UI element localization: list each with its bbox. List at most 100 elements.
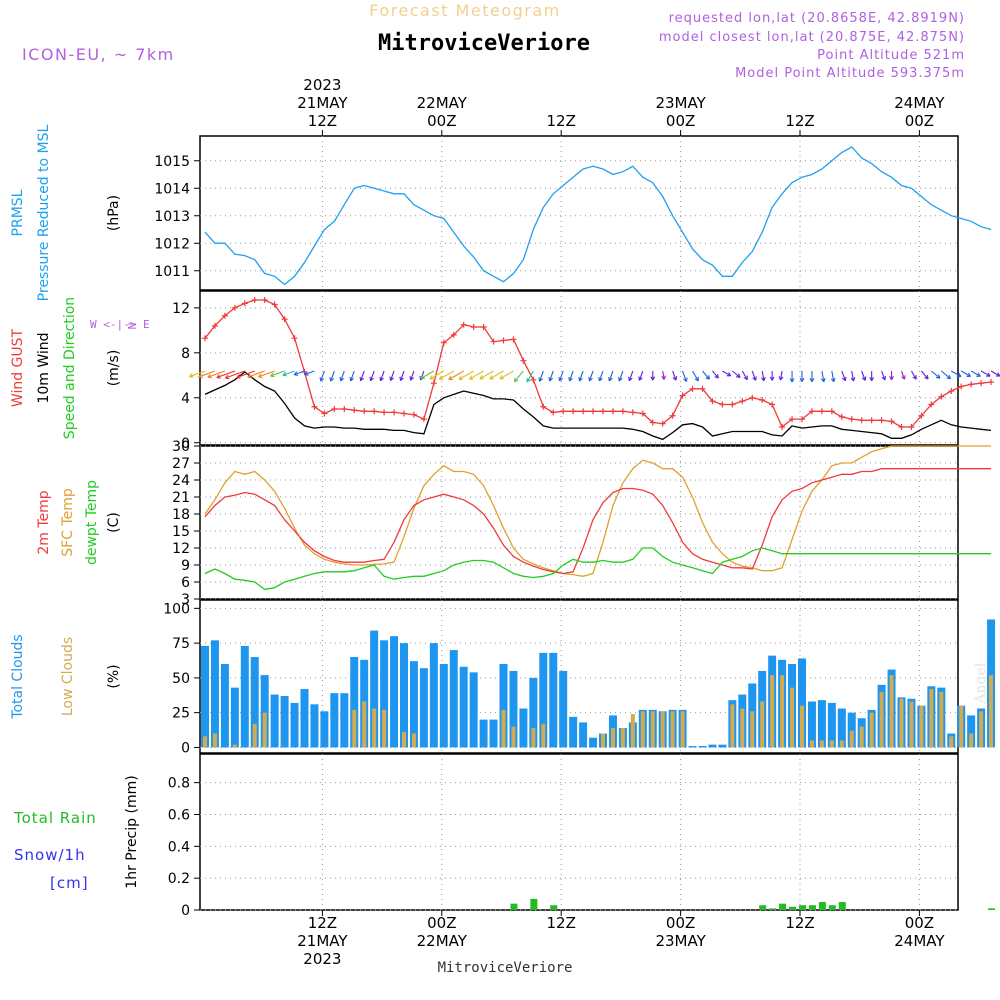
- y-tick-label: 9: [181, 558, 190, 574]
- wind-arrow-head: [207, 373, 212, 379]
- wind-arrow-head: [247, 373, 252, 379]
- wind-arrow-head: [608, 376, 613, 382]
- gust-marker: [351, 407, 358, 414]
- wind-arrow-head: [499, 375, 504, 380]
- rain-bar: [779, 903, 787, 910]
- y-unit-label: (C): [106, 512, 122, 533]
- wind-arrow-head: [479, 375, 484, 380]
- top-time-label: 24MAY: [894, 94, 945, 112]
- rain-bar: [799, 905, 806, 910]
- y-unit-label: (%): [106, 664, 122, 688]
- total-clouds-bar: [250, 657, 259, 748]
- gust-marker: [838, 413, 845, 420]
- gust-marker: [520, 357, 527, 364]
- wind-arrow-head: [850, 377, 856, 382]
- y-variable-label: dewpt Temp: [84, 480, 100, 565]
- rain-bar: [550, 905, 558, 910]
- low-clouds-bar: [959, 705, 964, 748]
- wind-arrow-head: [761, 376, 766, 382]
- bottom-location: MitroviceVeriore: [438, 960, 573, 976]
- wind-arrow-head: [558, 376, 563, 382]
- wind-arrow-head: [661, 375, 666, 380]
- wind-arrow: [662, 370, 665, 380]
- bottom-time-label: 12Z: [308, 914, 337, 932]
- y-variable-label: 2m Temp: [36, 490, 52, 554]
- y-tick-label: 100: [163, 601, 190, 617]
- gust-marker: [848, 416, 855, 423]
- low-clouds-bar: [969, 733, 974, 748]
- wind-arrow: [881, 370, 886, 381]
- wind-arrow: [578, 370, 584, 382]
- wind-arrow-head: [841, 376, 847, 382]
- low-clouds-bar: [680, 711, 685, 748]
- wind-arrow: [216, 370, 236, 379]
- y-variable-label: Low Clouds: [60, 637, 76, 716]
- panels: 1011 1012 1013 1014 1015 (hPa) PRMSL Pressure R…: [10, 124, 1000, 919]
- y-tick-label: 50: [172, 671, 190, 687]
- total-clouds-bar: [847, 712, 856, 748]
- y-tick-label: 30: [172, 439, 190, 455]
- wind-arrow: [831, 370, 835, 382]
- wind-arrow-head: [976, 372, 981, 377]
- temp-line: [204, 468, 991, 575]
- gust-marker: [401, 410, 407, 417]
- gust-marker: [908, 424, 915, 431]
- model-altitude: Model Point Altitude 593.375m: [735, 66, 965, 81]
- gust-marker: [450, 331, 457, 338]
- low-clouds-bar: [640, 711, 645, 748]
- gust-marker: [759, 397, 766, 404]
- wind-arrow-head: [799, 377, 805, 382]
- total-clouds-bar: [300, 689, 309, 748]
- rain-bar: [510, 903, 518, 910]
- low-clouds-bar: [670, 711, 675, 748]
- wind-arrow-head: [429, 375, 434, 380]
- wind-arrow: [458, 370, 474, 380]
- total-clouds-bar: [330, 693, 339, 748]
- gust-marker: [928, 401, 935, 408]
- wind-arrow: [539, 370, 544, 382]
- wind-arrow-head: [359, 376, 365, 382]
- wind-arrow: [293, 370, 305, 376]
- gust-marker: [808, 408, 815, 415]
- total-clouds-bar: [817, 700, 826, 748]
- gust-marker: [480, 323, 487, 330]
- y-tick-label: 27: [172, 456, 190, 472]
- wind-arrow: [304, 370, 315, 376]
- y-tick-label: 15: [172, 524, 190, 540]
- gust-marker: [440, 339, 447, 346]
- wind-arrow-head: [726, 372, 732, 377]
- wind-arrow-head: [236, 374, 241, 379]
- gust-marker: [968, 381, 975, 388]
- gust-marker: [261, 296, 268, 303]
- location-title: MitroviceVeriore: [378, 31, 590, 56]
- gust-line: [204, 299, 992, 429]
- total-clouds-bar: [837, 708, 846, 748]
- total-clouds-bar: [529, 677, 538, 748]
- wind-arrow-head: [769, 376, 775, 381]
- wind-arrow-head: [778, 376, 784, 381]
- gust-marker: [709, 398, 716, 405]
- total-clouds-bar: [569, 716, 578, 748]
- wind-arrow-head: [861, 376, 867, 381]
- low-clouds-bar: [411, 733, 416, 748]
- gust-marker: [649, 419, 656, 426]
- gust-marker: [689, 385, 696, 392]
- wind-arrow-head: [912, 375, 917, 380]
- wind-arrow-head: [869, 377, 875, 382]
- wind-arrow: [722, 370, 731, 377]
- wind-arrow-head: [889, 376, 894, 381]
- wind-arrow-head: [935, 374, 941, 379]
- wind-arrow: [588, 370, 594, 382]
- y-tick-label: 0: [181, 436, 190, 452]
- total-clouds-bar: [350, 657, 359, 748]
- low-clouds-bar: [232, 744, 237, 748]
- wind-arrow: [320, 370, 325, 382]
- compass-label: N: [126, 323, 139, 330]
- gust-marker: [619, 408, 626, 415]
- total-clouds-bar: [220, 663, 229, 748]
- wind-arrow-head: [349, 376, 354, 382]
- low-clouds-bar: [252, 723, 257, 748]
- wind-arrow-head: [225, 374, 230, 380]
- wind-arrow: [672, 370, 677, 381]
- requested-coords: requested lon,lat (20.8658E, 42.8919N): [669, 11, 965, 26]
